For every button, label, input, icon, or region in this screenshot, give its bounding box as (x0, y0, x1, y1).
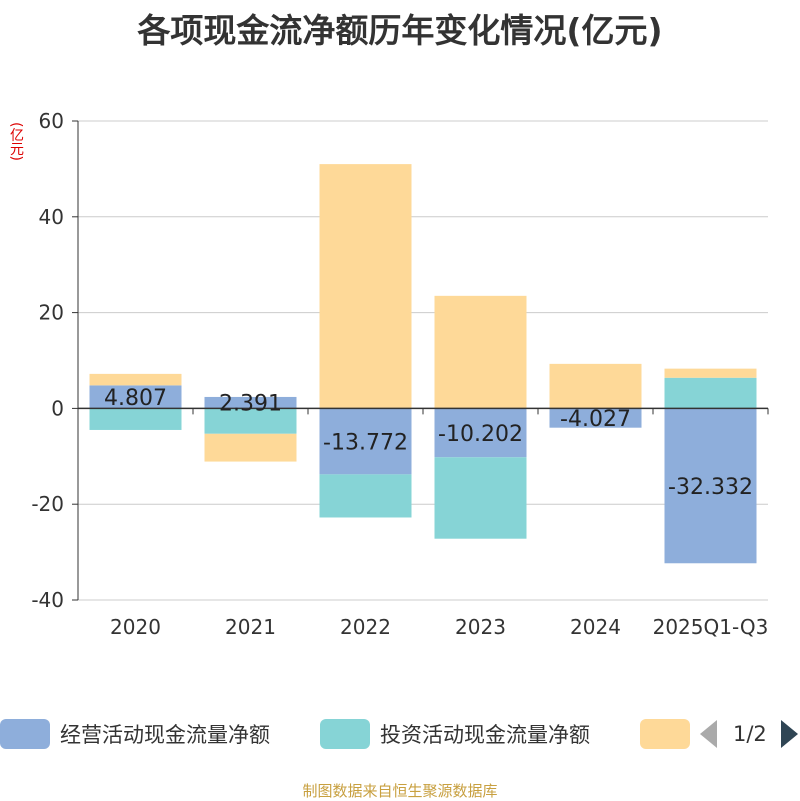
pager-next-arrow-icon[interactable] (780, 720, 798, 748)
bar-operating-2022 (319, 408, 412, 475)
y-tick-label: 0 (51, 396, 64, 420)
bar-investing-2025Q1-Q3 (664, 377, 757, 409)
x-tick-label: 2020 (110, 615, 161, 639)
y-tick-label: 20 (39, 301, 64, 325)
pager-prev-arrow-icon[interactable] (700, 720, 717, 748)
y-tick-label: 60 (39, 109, 64, 133)
y-tick-label: 40 (39, 205, 64, 229)
bar-investing-2022 (319, 474, 412, 518)
legend-label-investing: 投资活动现金流量净额 (380, 723, 590, 747)
bar-financing-2022 (319, 164, 412, 409)
legend-swatch-operating (0, 719, 50, 749)
legend-item-investing[interactable]: 投资活动现金流量净额 (320, 717, 590, 751)
data-label: -32.332 (668, 475, 753, 500)
legend-swatch-financing (640, 719, 690, 749)
data-label: -13.772 (323, 430, 408, 455)
bar-operating-2023 (434, 408, 527, 458)
x-tick-label: 2022 (340, 615, 391, 639)
legend-swatch-investing (320, 719, 370, 749)
bar-financing-2024 (549, 363, 642, 409)
data-label: -10.202 (438, 422, 523, 447)
x-tick-label: 2025Q1-Q3 (653, 615, 769, 639)
bar-financing-2023 (434, 295, 527, 409)
x-tick-label: 2023 (455, 615, 506, 639)
legend-item-financing[interactable] (640, 717, 700, 751)
bar-investing-2023 (434, 457, 527, 539)
cashflow-bar-chart: 60 40 20 0 -20 -40 2020 2021 2022 2023 2024 2025Q1-… (31, 109, 769, 639)
y-tick-label: -40 (31, 588, 64, 612)
bar-financing-2021 (204, 433, 297, 462)
x-tick-label: 2024 (570, 615, 621, 639)
bar-operating-2021 (204, 396, 297, 409)
data-label: 2.391 (219, 392, 282, 417)
bar-financing-2020 (89, 373, 182, 386)
legend-pager: 1/2 (700, 717, 798, 751)
bar-investing-2020 (89, 408, 182, 430)
bar-investing-2021 (204, 408, 297, 434)
legend: 经营活动现金流量净额 投资活动现金流量净额 1/2 (0, 717, 800, 751)
data-label: -4.027 (560, 407, 631, 432)
bar-financing-2025Q1-Q3 (664, 368, 757, 378)
data-source-note: 制图数据来自恒生聚源数据库 (302, 782, 498, 800)
y-axis-unit-label: (亿元) (8, 122, 24, 161)
bar-operating-2025Q1-Q3 (664, 408, 757, 564)
y-tick-label: -20 (31, 492, 64, 516)
bar-operating-2020 (89, 385, 182, 409)
x-tick-label: 2021 (225, 615, 276, 639)
legend-item-operating[interactable]: 经营活动现金流量净额 (0, 717, 270, 751)
chart-title: 各项现金流净额历年变化情况(亿元) (137, 11, 663, 50)
pager-page-indicator: 1/2 (733, 722, 767, 746)
bar-operating-2024 (549, 408, 642, 428)
data-label: 4.807 (104, 386, 167, 411)
legend-label-operating: 经营活动现金流量净额 (60, 723, 270, 747)
